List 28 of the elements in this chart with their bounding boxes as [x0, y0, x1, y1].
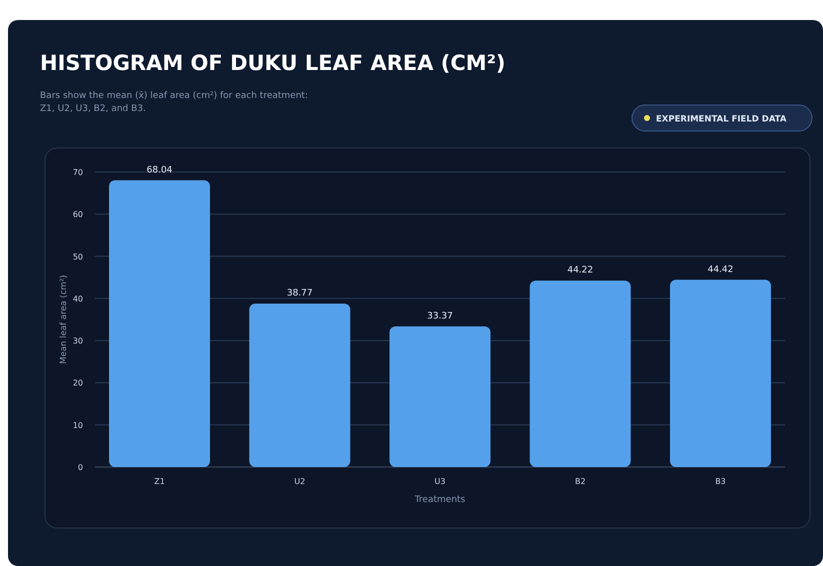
data-label: 38.77 [286, 288, 313, 299]
bar [670, 280, 771, 467]
data-label: 68.04 [146, 165, 173, 176]
x-tick-label: U3 [434, 477, 446, 486]
bar [390, 326, 490, 467]
data-label: 44.22 [567, 266, 594, 276]
x-tick-label: Z1 [154, 477, 165, 486]
y-tick-label: 40 [72, 294, 83, 304]
y-tick-label: 30 [72, 336, 83, 346]
bar [109, 180, 210, 467]
data-label: 44.42 [708, 264, 734, 275]
x-tick-label: U2 [294, 477, 306, 486]
x-axis-title: Treatments [414, 495, 466, 505]
y-axis-title: Mean leaf area (cm²) [59, 274, 69, 364]
chart-subtitle: Bars show the mean (x̄) leaf area (cm²) for each treatment: Z1, U2, U3, B2, and B3. [40, 91, 308, 114]
y-tick-label: 70 [72, 168, 83, 177]
chart-title: HISTOGRAM OF DUKU LEAF AREA (CM²) [40, 51, 506, 75]
y-tick-label: 50 [72, 252, 83, 262]
x-tick-label: B2 [574, 477, 586, 486]
text: EXPERIMENTAL FIELD DATA [656, 114, 787, 124]
y-tick-label: 0 [78, 463, 83, 472]
y-tick-label: 10 [72, 420, 83, 430]
data-label: 33.37 [427, 311, 453, 322]
x-tick-label: B3 [715, 477, 726, 486]
bar [249, 304, 350, 467]
bar [530, 280, 631, 467]
y-tick-label: 60 [72, 210, 83, 220]
y-tick-label: 20 [72, 378, 83, 388]
